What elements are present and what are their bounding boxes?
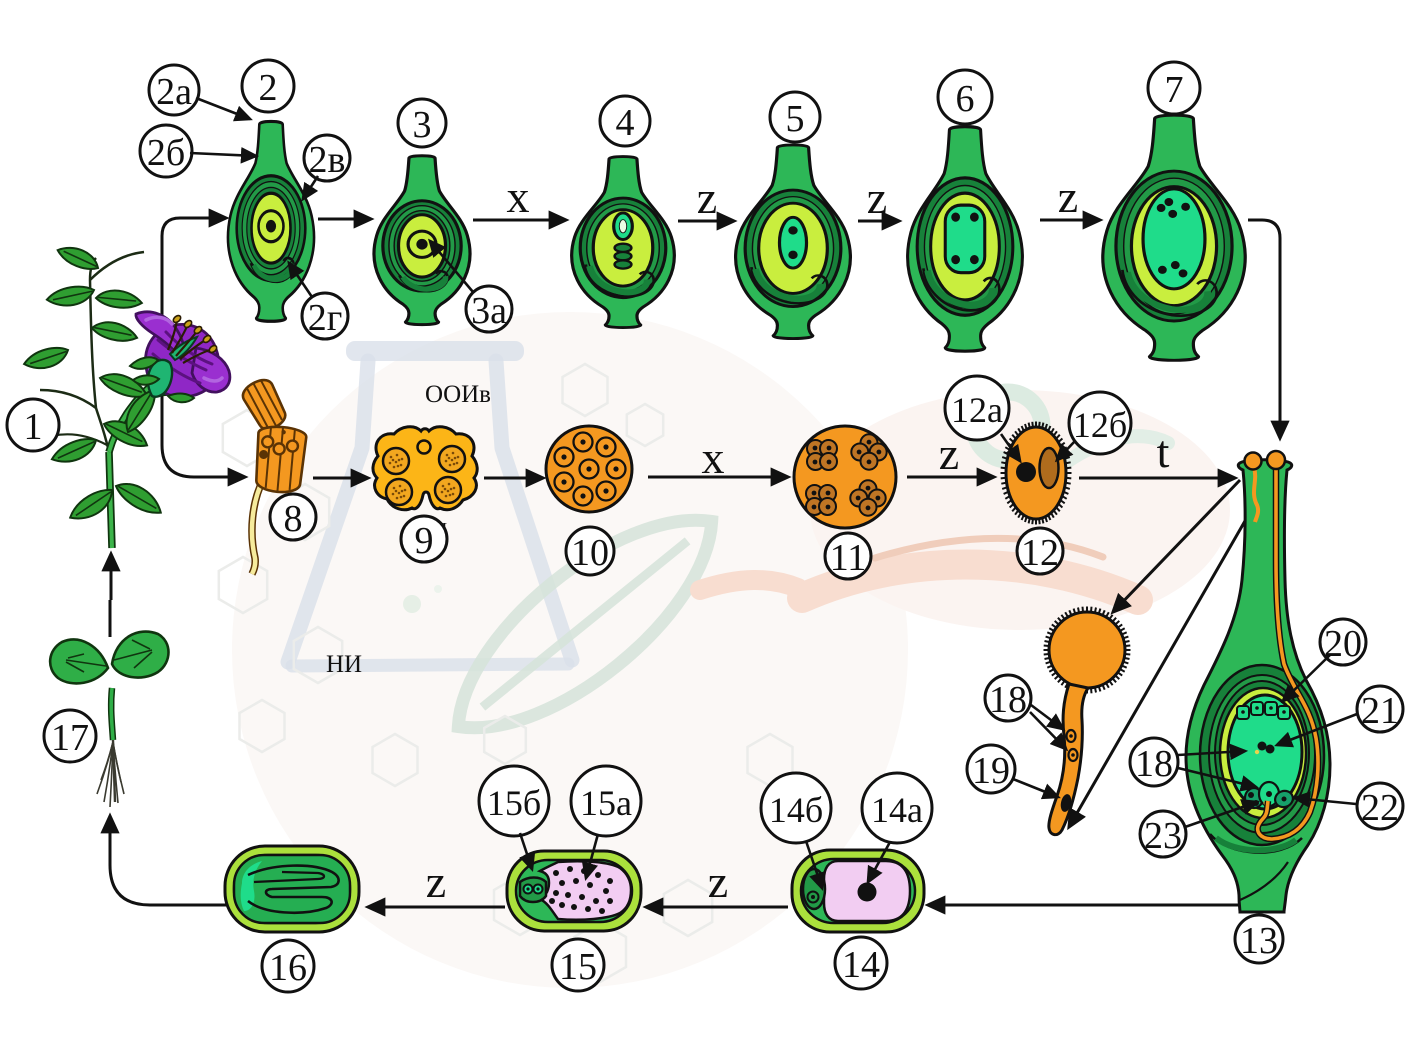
svg-text:2г: 2г: [308, 297, 343, 339]
svg-text:z: z: [708, 856, 728, 907]
svg-text:z: z: [867, 172, 887, 223]
svg-text:9: 9: [415, 520, 434, 562]
svg-text:18: 18: [989, 679, 1027, 721]
svg-text:19: 19: [972, 750, 1010, 792]
svg-text:2б: 2б: [147, 132, 185, 174]
svg-text:2а: 2а: [156, 71, 192, 113]
svg-text:z: z: [697, 172, 717, 223]
svg-text:3: 3: [413, 104, 432, 146]
svg-text:12: 12: [1021, 532, 1059, 574]
svg-text:2в: 2в: [309, 139, 346, 181]
svg-text:10: 10: [571, 532, 609, 574]
svg-text:23: 23: [1144, 815, 1182, 857]
svg-text:5: 5: [786, 98, 805, 140]
svg-text:15б: 15б: [487, 783, 541, 823]
svg-text:22: 22: [1361, 787, 1399, 829]
svg-text:3а: 3а: [471, 290, 507, 332]
svg-text:15: 15: [559, 946, 597, 988]
svg-text:14б: 14б: [769, 790, 823, 830]
svg-text:18: 18: [1135, 743, 1173, 785]
svg-text:7: 7: [1165, 69, 1184, 111]
svg-text:2: 2: [259, 67, 278, 109]
svg-text:14: 14: [842, 944, 880, 986]
svg-text:z: z: [426, 856, 446, 907]
svg-text:16: 16: [269, 947, 307, 989]
svg-text:t: t: [1157, 426, 1170, 477]
svg-text:8: 8: [284, 498, 303, 540]
svg-text:12б: 12б: [1073, 405, 1127, 445]
svg-text:12а: 12а: [951, 390, 1003, 430]
svg-text:x: x: [702, 432, 725, 483]
svg-text:1: 1: [24, 406, 43, 448]
svg-text:z: z: [1058, 171, 1078, 222]
svg-text:15а: 15а: [580, 783, 632, 823]
svg-text:6: 6: [956, 78, 975, 120]
svg-text:14а: 14а: [871, 790, 923, 830]
svg-text:z: z: [939, 428, 959, 479]
svg-text:11: 11: [830, 537, 867, 579]
svg-text:ООИв: ООИв: [425, 381, 491, 408]
svg-text:x: x: [507, 171, 530, 222]
svg-text:21: 21: [1361, 690, 1399, 732]
svg-text:20: 20: [1324, 623, 1362, 665]
svg-text:17: 17: [51, 717, 89, 759]
svg-text:4: 4: [616, 102, 635, 144]
svg-text:13: 13: [1240, 920, 1278, 962]
svg-text:НИ: НИ: [326, 651, 362, 678]
